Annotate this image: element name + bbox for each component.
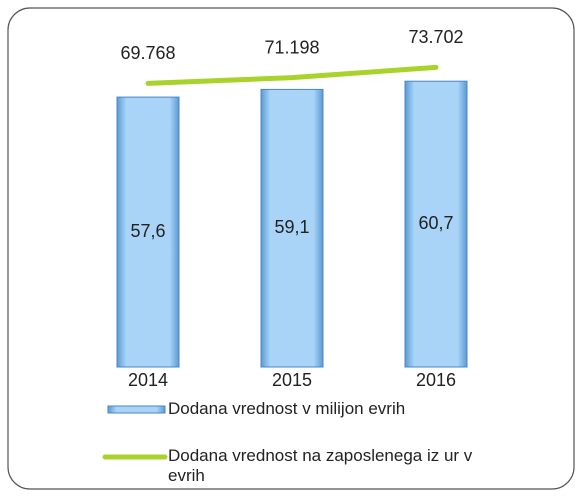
x-tick-label: 2014	[128, 370, 168, 390]
bar	[260, 88, 324, 368]
line	[145, 64, 439, 86]
x-tick-label: 2015	[272, 370, 312, 390]
data-label: 69.768	[120, 43, 175, 63]
legend-swatch	[107, 405, 166, 414]
legend-label: Dodana vrednost v milijon evrih	[168, 399, 406, 418]
data-label: 73.702	[408, 27, 463, 47]
data-label: 60,7	[418, 213, 453, 233]
x-tick-label: 2016	[416, 370, 456, 390]
bar	[404, 80, 468, 368]
legend-label: Dodana vrednost na zaposlenega iz ur v e…	[168, 446, 473, 485]
bar	[116, 96, 180, 368]
data-label: 59,1	[274, 217, 309, 237]
data-label: 57,6	[130, 221, 165, 241]
data-label: 71.198	[264, 37, 319, 57]
